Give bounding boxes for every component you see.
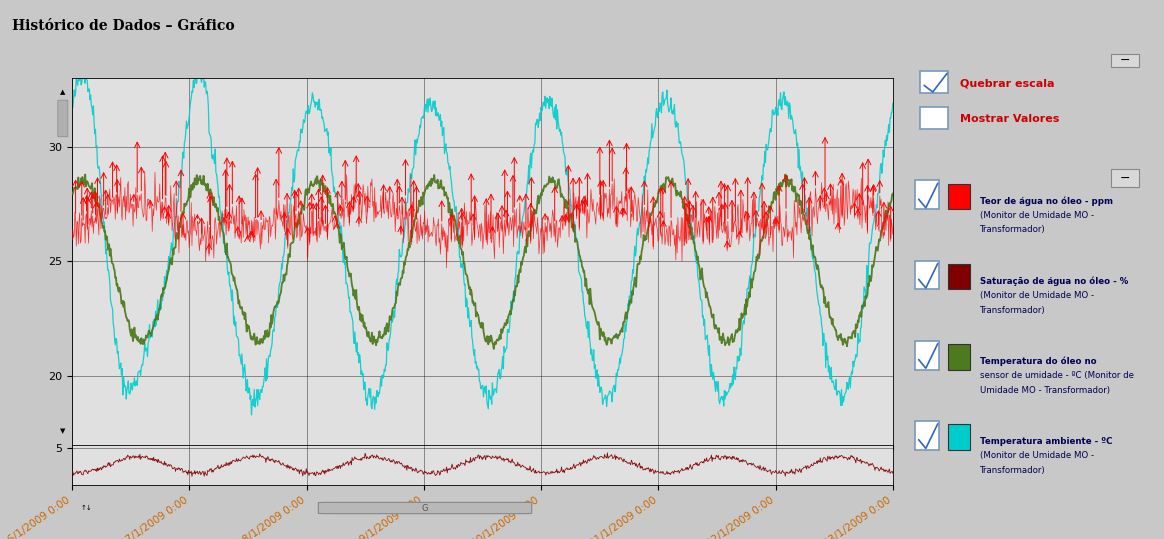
FancyBboxPatch shape (58, 100, 68, 137)
Text: Temperatura ambiente - ºC: Temperatura ambiente - ºC (980, 437, 1112, 446)
Text: 16/1/2009 0:00: 16/1/2009 0:00 (1, 495, 72, 539)
Bar (920, 71, 949, 93)
Text: Mostrar Valores: Mostrar Valores (960, 114, 1059, 124)
Text: 18/1/2009 0:00: 18/1/2009 0:00 (236, 495, 306, 539)
Text: Saturação de água no óleo - %: Saturação de água no óleo - % (980, 277, 1128, 286)
Text: 21/1/2009 0:00: 21/1/2009 0:00 (588, 495, 659, 539)
Bar (1110, 169, 1140, 187)
Text: Transformador): Transformador) (980, 306, 1045, 314)
Text: 22/1/2009 0:00: 22/1/2009 0:00 (704, 495, 775, 539)
Text: sensor de umidade - ºC (Monitor de: sensor de umidade - ºC (Monitor de (980, 371, 1134, 380)
Text: Umidade MO - Transformador): Umidade MO - Transformador) (980, 386, 1109, 395)
FancyBboxPatch shape (318, 502, 532, 514)
Text: 23/1/2009 0:00: 23/1/2009 0:00 (822, 495, 893, 539)
Text: (Monitor de Umidade MO -: (Monitor de Umidade MO - (980, 452, 1094, 460)
Bar (949, 424, 970, 450)
Text: −: − (1120, 54, 1130, 67)
Bar (915, 421, 939, 450)
Text: 19/1/2009 0:00: 19/1/2009 0:00 (353, 495, 424, 539)
Text: ↑↓: ↑↓ (80, 505, 92, 511)
Text: Transformador): Transformador) (980, 225, 1045, 234)
Text: Temperatura do óleo no: Temperatura do óleo no (980, 357, 1096, 367)
Text: 20/1/2009 0:00: 20/1/2009 0:00 (470, 495, 541, 539)
Text: ▲: ▲ (61, 89, 65, 95)
Text: Teor de água no óleo - ppm: Teor de água no óleo - ppm (980, 197, 1113, 206)
Bar (949, 264, 970, 289)
Text: (Monitor de Umidade MO -: (Monitor de Umidade MO - (980, 211, 1094, 220)
Text: Quebrar escala: Quebrar escala (960, 78, 1055, 88)
Bar (915, 261, 939, 289)
Text: 17/1/2009 0:00: 17/1/2009 0:00 (119, 495, 190, 539)
Bar (1110, 54, 1140, 67)
Text: Transformador): Transformador) (980, 466, 1045, 475)
Text: (Monitor de Umidade MO -: (Monitor de Umidade MO - (980, 291, 1094, 300)
Text: −: − (1120, 172, 1130, 185)
Bar (920, 107, 949, 129)
Text: Histórico de Dados – Gráfico: Histórico de Dados – Gráfico (12, 19, 234, 33)
Text: ▼: ▼ (61, 427, 65, 434)
Bar (949, 184, 970, 209)
Bar (915, 181, 939, 209)
Bar (949, 344, 970, 370)
Bar (915, 341, 939, 370)
Text: G: G (421, 503, 428, 513)
